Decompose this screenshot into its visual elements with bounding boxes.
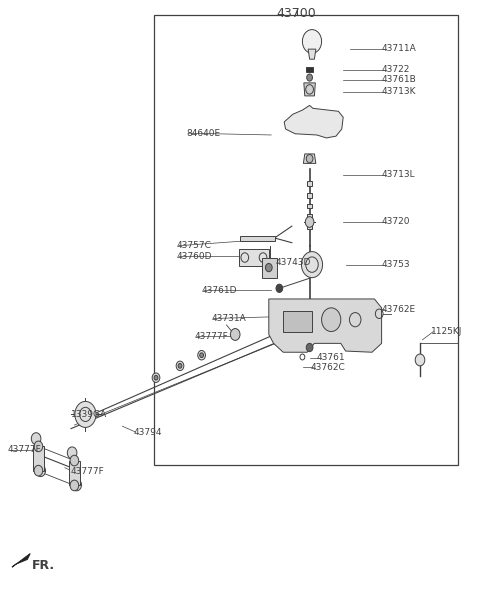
Bar: [154, 15, 458, 465]
Circle shape: [415, 354, 425, 366]
Circle shape: [34, 465, 43, 476]
Circle shape: [154, 375, 158, 380]
Circle shape: [307, 74, 312, 81]
Bar: [307, 193, 312, 198]
Polygon shape: [239, 249, 269, 266]
Text: 43711A: 43711A: [382, 44, 416, 53]
Bar: [306, 67, 313, 72]
Text: 43700: 43700: [277, 7, 316, 20]
Text: 1125KJ: 1125KJ: [431, 327, 462, 336]
Polygon shape: [12, 554, 30, 567]
Polygon shape: [308, 49, 316, 59]
Text: 43761: 43761: [317, 353, 346, 362]
Text: 43757C: 43757C: [177, 241, 212, 250]
Circle shape: [34, 441, 43, 452]
Text: 1339GA: 1339GA: [71, 410, 107, 419]
Text: 43713K: 43713K: [382, 87, 416, 96]
Bar: [307, 214, 312, 218]
Polygon shape: [240, 236, 275, 241]
Polygon shape: [284, 105, 343, 138]
Circle shape: [178, 363, 182, 368]
Text: 84640E: 84640E: [186, 128, 220, 138]
Circle shape: [36, 465, 46, 477]
Polygon shape: [304, 83, 315, 96]
Text: 43794: 43794: [133, 427, 162, 437]
Circle shape: [70, 455, 79, 466]
Circle shape: [276, 284, 283, 292]
Bar: [307, 181, 312, 186]
Text: 43761B: 43761B: [382, 75, 416, 85]
Circle shape: [305, 217, 314, 227]
Circle shape: [70, 480, 79, 491]
Text: 43760D: 43760D: [177, 252, 212, 261]
Polygon shape: [269, 299, 382, 352]
Polygon shape: [262, 258, 277, 278]
Bar: [69, 461, 80, 485]
Text: 43713L: 43713L: [382, 170, 415, 179]
Circle shape: [72, 479, 82, 491]
Text: 43761D: 43761D: [202, 285, 237, 295]
Text: 43753: 43753: [382, 260, 410, 269]
Circle shape: [200, 353, 204, 358]
Circle shape: [306, 343, 313, 352]
Text: 43720: 43720: [382, 217, 410, 227]
Text: 43762C: 43762C: [311, 362, 346, 372]
Circle shape: [75, 401, 96, 427]
Circle shape: [198, 350, 205, 360]
Bar: [307, 224, 312, 229]
Bar: [307, 204, 312, 208]
Text: 43731A: 43731A: [211, 314, 246, 323]
Circle shape: [230, 329, 240, 340]
Circle shape: [306, 155, 313, 163]
Circle shape: [301, 252, 323, 278]
Polygon shape: [303, 154, 316, 163]
Text: 43722: 43722: [382, 65, 410, 75]
Text: 43762E: 43762E: [382, 304, 416, 314]
Circle shape: [322, 308, 341, 332]
Bar: [283, 311, 312, 332]
Text: 43777F: 43777F: [195, 332, 228, 341]
Text: FR.: FR.: [32, 559, 55, 572]
Circle shape: [67, 447, 77, 459]
Circle shape: [176, 361, 184, 371]
Bar: [33, 446, 44, 471]
Circle shape: [31, 433, 41, 445]
Text: 43777F: 43777F: [7, 445, 41, 455]
Text: 43777F: 43777F: [71, 467, 105, 477]
Text: 43743D: 43743D: [276, 258, 312, 267]
Circle shape: [152, 373, 160, 382]
Circle shape: [302, 30, 322, 53]
Circle shape: [265, 263, 272, 272]
